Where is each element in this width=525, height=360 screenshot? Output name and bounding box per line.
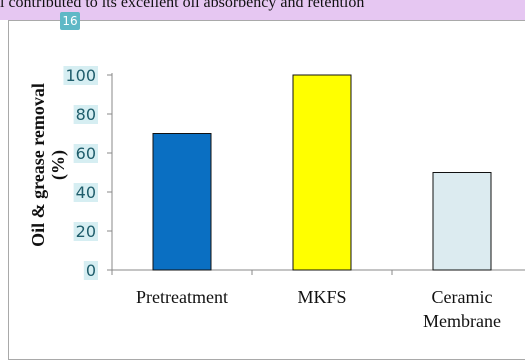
text-highlight-strip: l contributed to its excellent oil absor… xyxy=(0,0,525,20)
bar xyxy=(432,172,492,271)
y-tick-label-highlight xyxy=(63,66,98,85)
y-tick-label-highlight xyxy=(73,144,98,163)
y-tick-label-highlight xyxy=(83,261,98,280)
x-category-label: Pretreatment xyxy=(136,287,228,307)
y-tick-label: 0 xyxy=(86,261,96,280)
x-category-label: MKFS xyxy=(297,287,346,307)
page-number-badge: 16 xyxy=(60,12,80,30)
bar xyxy=(292,74,352,271)
y-tick-label: 20 xyxy=(76,222,96,241)
y-tick-label: 40 xyxy=(76,183,96,202)
y-tick-label-highlight xyxy=(73,183,98,202)
document-text-line: l contributed to its excellent oil absor… xyxy=(0,0,365,11)
bar xyxy=(152,133,212,271)
y-tick-label: 100 xyxy=(65,66,96,85)
bar-chart: 0 20 40 60 80 100 Pretreatment MKFS Ceramic Membr… xyxy=(63,66,525,331)
x-category-label: Membrane xyxy=(423,311,501,331)
y-tick-label: 80 xyxy=(76,105,96,124)
y-axis-title-line-2: (%) xyxy=(48,150,68,181)
y-tick-label: 60 xyxy=(76,144,96,163)
y-tick-label-highlight xyxy=(73,222,98,241)
x-category-label: Ceramic xyxy=(432,287,493,307)
y-tick-label-highlight xyxy=(73,105,98,124)
y-axis-title-line-1: Oil & grease removal xyxy=(28,83,48,247)
y-axis-title: Oil & grease removal (%) xyxy=(28,83,68,247)
